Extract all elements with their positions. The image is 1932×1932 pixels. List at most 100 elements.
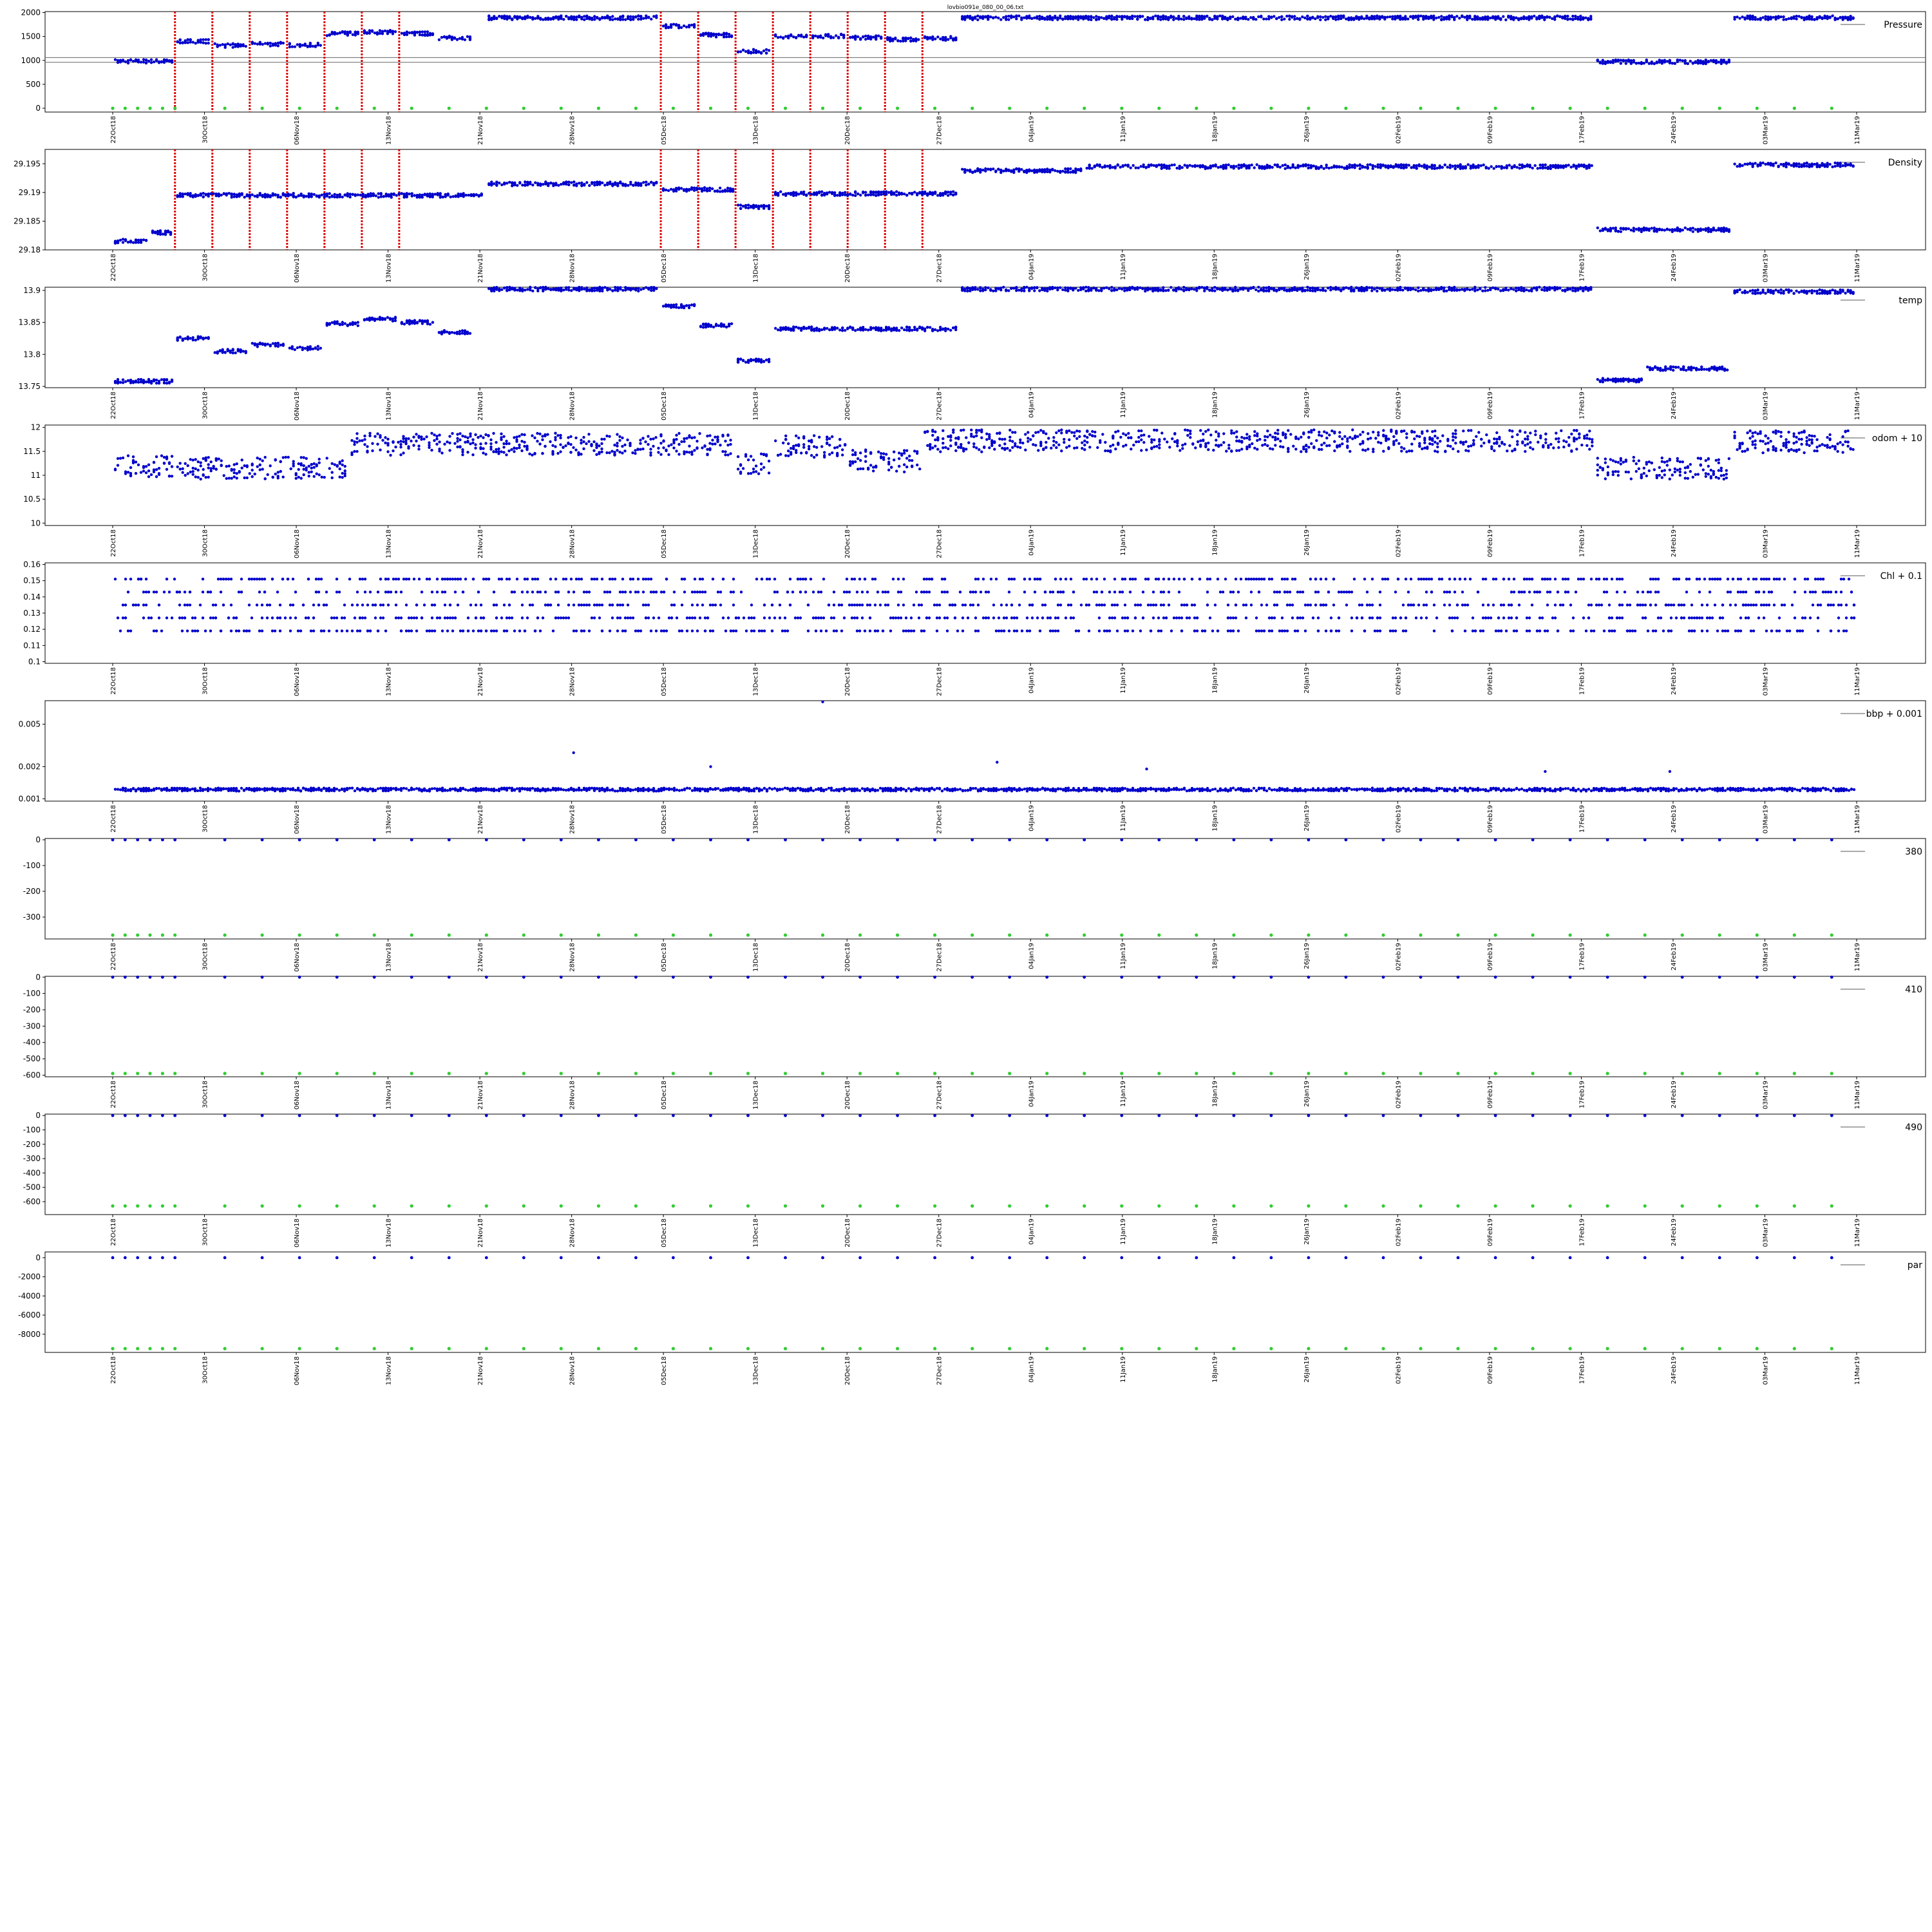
data-point	[1379, 165, 1382, 168]
data-point	[1023, 16, 1026, 19]
data-point	[1582, 164, 1586, 167]
data-point	[1203, 17, 1206, 20]
data-point	[393, 317, 397, 320]
x-tick-label: 30Oct18	[202, 116, 209, 144]
data-point	[1317, 166, 1320, 169]
data-point	[261, 342, 264, 345]
data-point	[800, 35, 803, 38]
data-point	[1683, 59, 1687, 62]
data-point	[1188, 17, 1191, 21]
data-point	[857, 328, 860, 331]
data-point	[560, 17, 563, 21]
data-point	[851, 35, 855, 39]
data-point	[1134, 166, 1137, 169]
data-point	[947, 327, 950, 331]
data-point	[1839, 162, 1842, 166]
data-point	[1469, 164, 1472, 167]
data-point	[503, 287, 506, 290]
data-point	[1077, 289, 1080, 292]
data-point	[573, 184, 576, 187]
data-point	[1476, 289, 1479, 292]
data-point	[288, 42, 291, 45]
data-point	[655, 287, 658, 290]
data-point	[1815, 16, 1819, 19]
data-point	[722, 33, 726, 37]
data-point	[1709, 229, 1712, 232]
data-point	[226, 42, 229, 46]
data-point	[1461, 15, 1464, 18]
data-point	[1110, 289, 1113, 292]
data-point	[1632, 377, 1635, 381]
data-point	[1177, 17, 1180, 20]
data-point	[787, 34, 790, 37]
data-point	[552, 182, 555, 185]
data-point	[116, 239, 120, 243]
data-point	[923, 192, 927, 195]
data-point	[1121, 17, 1124, 21]
green-marker	[746, 106, 750, 110]
data-point	[506, 286, 509, 289]
data-point	[552, 287, 555, 290]
data-point	[1818, 15, 1821, 18]
data-point	[611, 289, 614, 292]
data-point	[308, 348, 312, 351]
data-point	[1839, 15, 1842, 19]
green-marker	[783, 106, 788, 110]
data-point	[565, 15, 568, 18]
data-point	[1133, 15, 1137, 18]
data-point	[521, 184, 524, 187]
data-point	[921, 326, 924, 329]
data-point	[1513, 164, 1516, 167]
data-point	[667, 189, 670, 193]
data-point	[388, 30, 392, 33]
data-point	[164, 231, 167, 234]
data-point	[1412, 287, 1415, 290]
data-point	[1136, 286, 1139, 289]
data-point	[703, 189, 706, 192]
data-point	[158, 231, 162, 234]
data-point	[1551, 165, 1555, 169]
data-point	[952, 190, 955, 193]
data-point	[833, 326, 837, 330]
data-point	[757, 359, 761, 363]
data-point	[1041, 287, 1044, 290]
data-point	[239, 349, 242, 352]
data-point	[591, 289, 594, 292]
data-point	[1217, 166, 1220, 169]
data-point	[166, 229, 170, 232]
data-point	[1417, 164, 1421, 167]
data-point	[328, 196, 331, 199]
data-point	[1609, 61, 1612, 64]
data-point	[281, 41, 285, 45]
data-point	[1059, 16, 1062, 20]
data-point	[1170, 286, 1173, 289]
data-point	[1381, 287, 1384, 290]
data-point	[155, 58, 158, 61]
data-point	[508, 15, 511, 18]
data-point	[857, 192, 860, 196]
data-point	[1494, 287, 1497, 290]
data-point	[624, 286, 627, 289]
data-point	[1363, 166, 1367, 169]
data-point	[1619, 230, 1622, 233]
data-point	[1103, 166, 1106, 169]
green-marker	[858, 106, 862, 110]
data-point	[1520, 17, 1523, 21]
data-point	[578, 287, 581, 291]
green-marker	[1120, 106, 1124, 110]
data-point	[1370, 286, 1374, 289]
data-point	[1579, 14, 1582, 18]
data-point	[343, 30, 346, 33]
data-point	[1601, 229, 1604, 232]
data-point	[1614, 380, 1617, 384]
data-point	[598, 18, 601, 21]
data-point	[184, 40, 187, 43]
data-point	[1574, 14, 1577, 18]
data-point	[1173, 163, 1176, 167]
data-point	[1074, 171, 1077, 175]
data-point	[137, 381, 140, 384]
data-point	[451, 195, 455, 198]
data-point	[1584, 285, 1587, 289]
data-point	[346, 193, 349, 196]
data-point	[1276, 163, 1279, 167]
